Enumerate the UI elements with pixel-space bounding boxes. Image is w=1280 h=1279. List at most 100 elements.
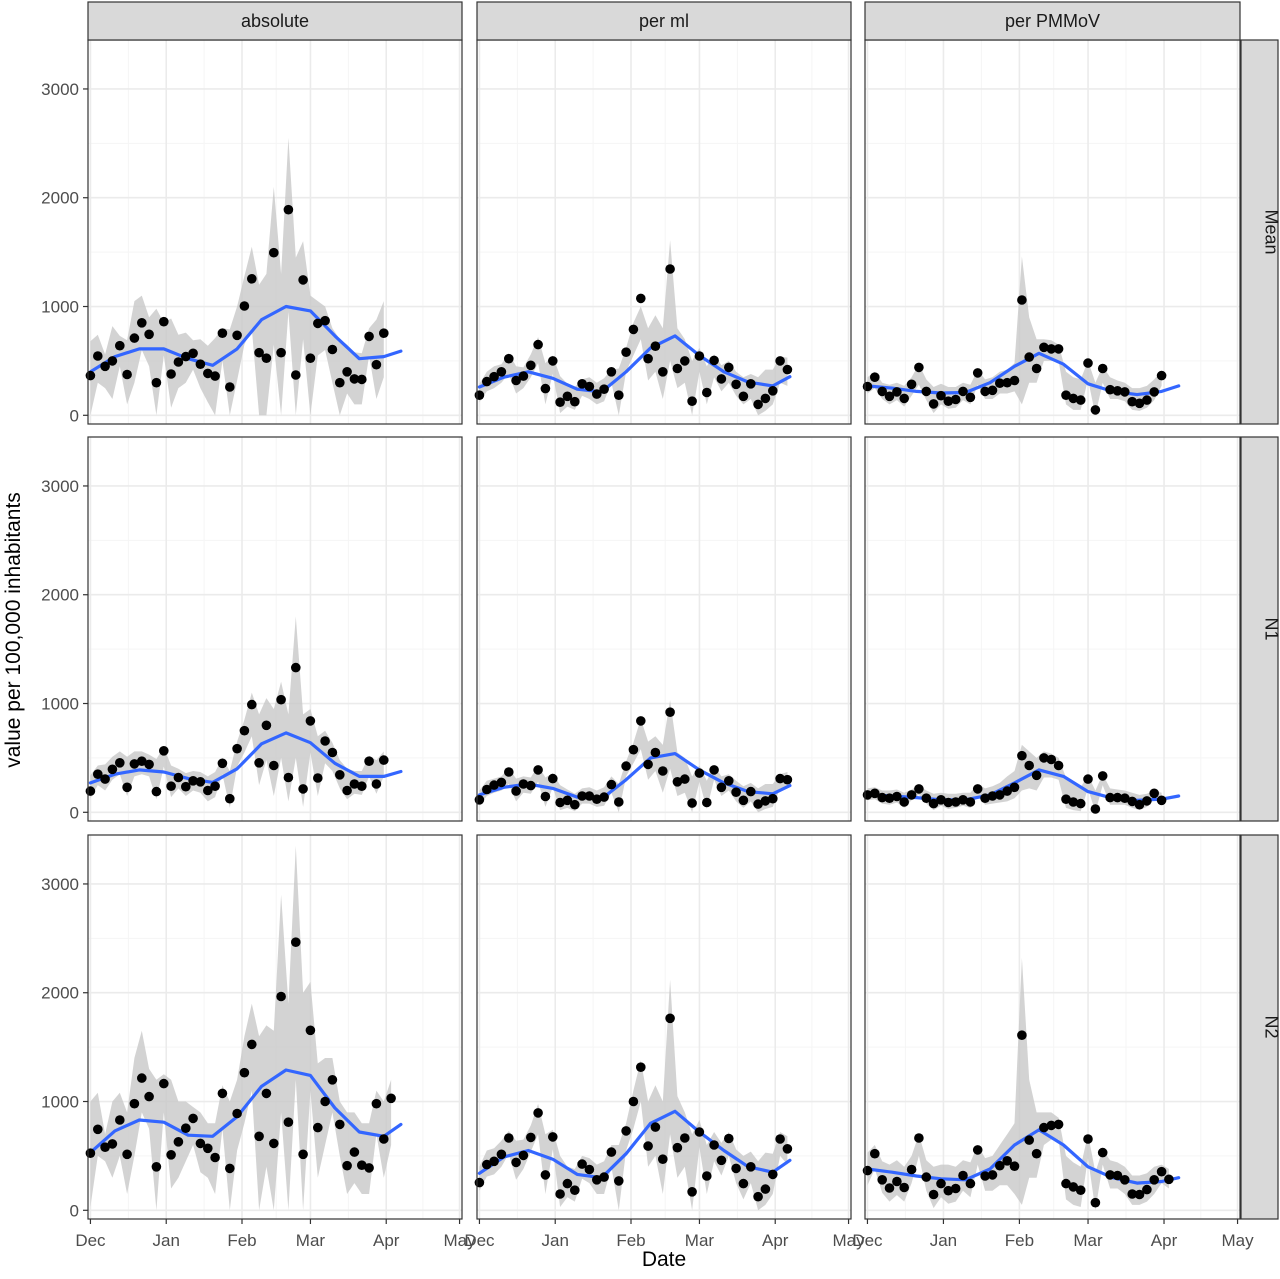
data-point [1142,395,1152,405]
data-point [1142,796,1152,806]
data-point [914,784,924,794]
data-point [335,1120,345,1130]
y-tick-label: 1000 [41,1093,79,1112]
data-point [1076,1185,1086,1195]
facet-strip-label: Mean [1262,209,1280,254]
data-point [174,1137,184,1147]
y-tick-label: 3000 [41,80,79,99]
data-point [291,937,301,947]
data-point [687,396,697,406]
facet-strip-label: per ml [639,11,689,31]
data-point [372,360,382,370]
x-tick-label: Feb [1005,1231,1034,1250]
x-tick-label: Dec [852,1231,883,1250]
data-point [86,1148,96,1158]
data-point [364,332,374,342]
data-point [1120,387,1130,397]
data-point [548,1132,558,1142]
data-point [247,700,257,710]
data-point [702,388,712,398]
data-point [335,378,345,388]
data-point [775,1134,785,1144]
data-point [240,1068,250,1078]
data-point [504,767,514,777]
data-point [269,761,279,771]
data-point [643,1141,653,1151]
data-point [320,736,330,746]
data-point [159,317,169,327]
data-point [658,367,668,377]
data-point [1010,376,1020,386]
data-point [585,382,595,392]
data-point [115,1115,125,1125]
data-point [526,781,536,791]
data-point [746,1162,756,1172]
data-point [629,325,639,335]
facet-strip-label: absolute [241,11,309,31]
data-point [284,1117,294,1127]
data-point [122,783,132,793]
x-tick-label: Mar [296,1231,326,1250]
data-point [1149,387,1159,397]
data-point [863,1166,873,1176]
data-point [1017,751,1027,761]
data-point [1149,789,1159,799]
data-point [1157,371,1167,381]
data-point [298,784,308,794]
data-point [247,1040,257,1050]
data-point [929,1190,939,1200]
data-point [86,786,96,796]
data-point [174,773,184,783]
data-point [607,780,617,790]
data-point [533,1108,543,1118]
data-point [225,794,235,804]
data-point [988,1170,998,1180]
data-point [958,1171,968,1181]
data-point [364,1163,374,1173]
data-point [188,349,198,359]
data-point [966,393,976,403]
y-tick-label: 3000 [41,477,79,496]
data-point [1010,783,1020,793]
data-point [746,787,756,797]
data-point [320,1097,330,1107]
data-point [988,386,998,396]
data-point [1098,1148,1108,1158]
data-point [629,745,639,755]
data-point [1098,364,1108,374]
y-axis-title: value per 100,000 inhabitants [2,492,25,768]
data-point [680,1133,690,1143]
data-point [533,765,543,775]
data-point [614,797,624,807]
data-point [320,316,330,326]
data-point [753,1192,763,1202]
data-point [899,797,909,807]
data-point [665,264,675,274]
data-point [922,1172,932,1182]
data-point [746,379,756,389]
data-point [541,384,551,394]
data-point [1120,1175,1130,1185]
data-point [599,384,609,394]
data-point [914,1133,924,1143]
data-point [1098,771,1108,781]
data-point [739,392,749,402]
data-point [673,1143,683,1153]
data-point [130,333,140,343]
data-point [695,768,705,778]
data-point [877,1175,887,1185]
x-tick-label: Feb [227,1231,256,1250]
data-point [651,1122,661,1132]
data-point [607,367,617,377]
y-tick-label: 2000 [41,586,79,605]
data-point [1157,796,1167,806]
data-point [614,1176,624,1186]
data-point [357,781,367,791]
data-point [1032,364,1042,374]
data-point [379,1134,389,1144]
data-point [504,354,514,364]
data-point [621,1126,631,1136]
data-point [907,1165,917,1175]
data-point [899,1183,909,1193]
